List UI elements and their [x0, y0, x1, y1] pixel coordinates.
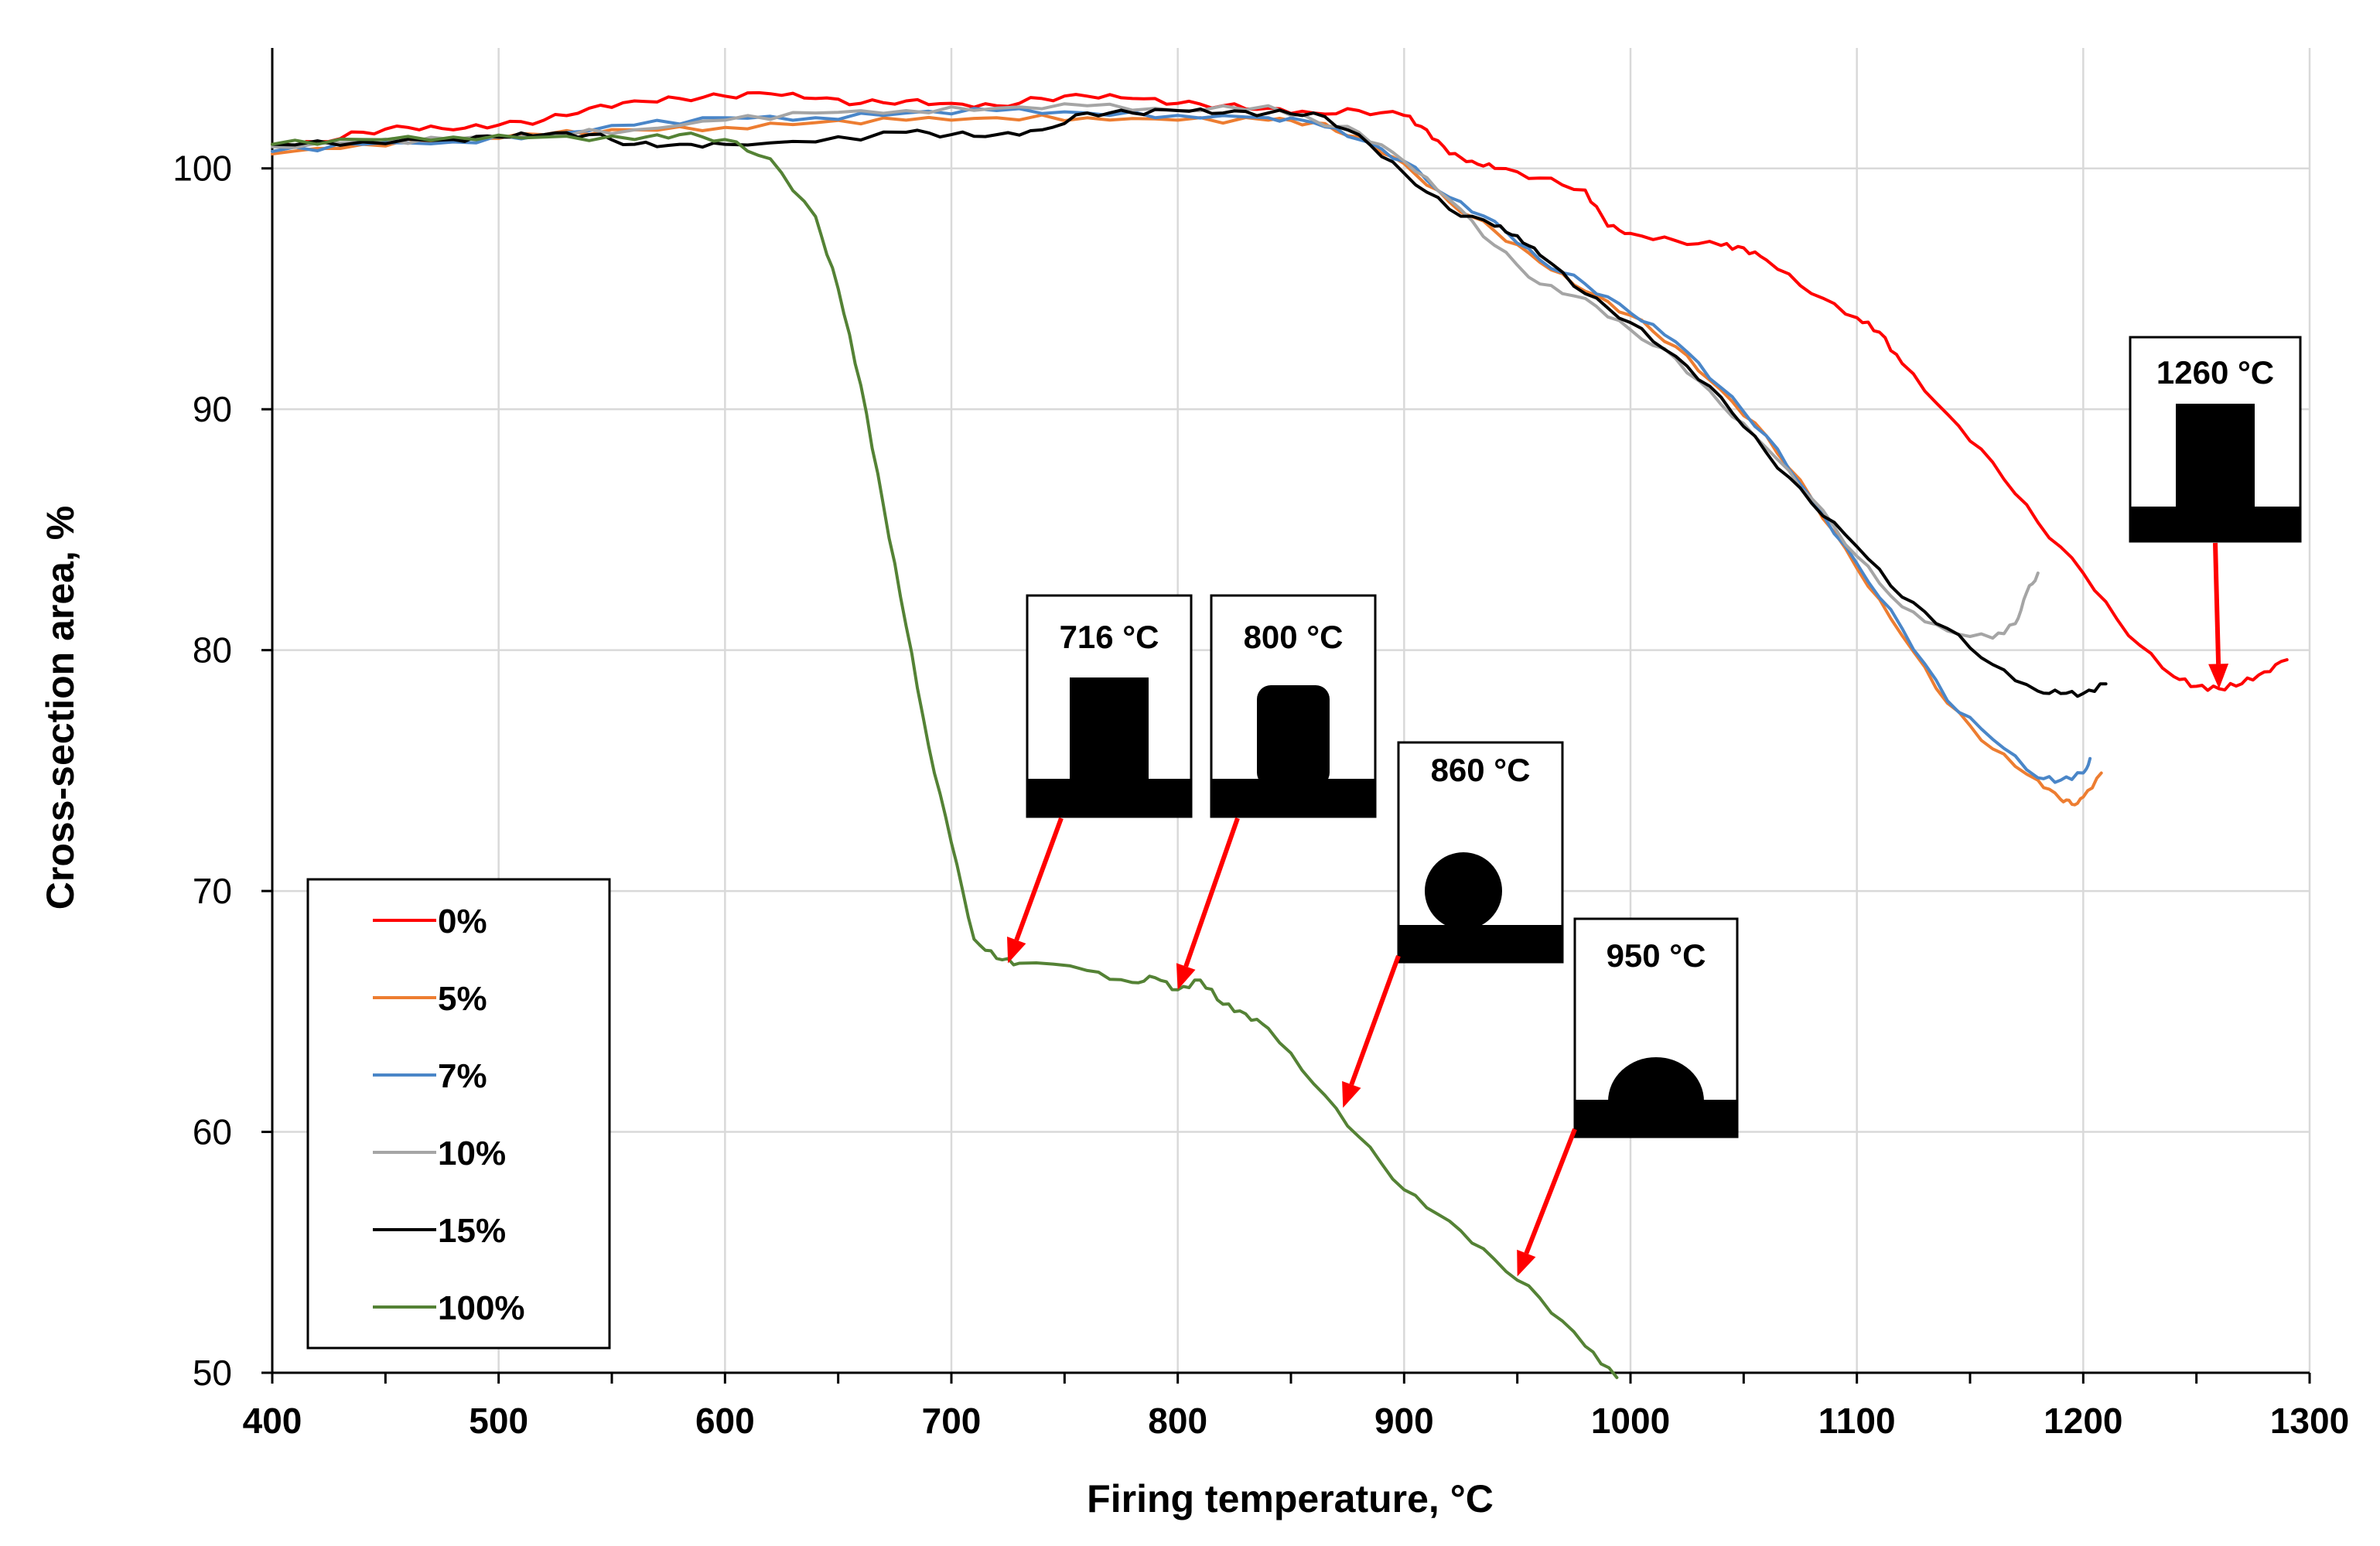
- y-tick-label: 50: [193, 1353, 232, 1393]
- annotation-arrow: [1524, 1128, 1577, 1254]
- inset-specimen: [1257, 685, 1330, 787]
- inset-specimen: [1608, 1056, 1704, 1101]
- x-axis-title: Firing temperature, °C: [1087, 1477, 1494, 1520]
- annotation-arrow: [1349, 954, 1401, 1086]
- series-line-0pct: [271, 90, 2289, 692]
- x-tick-label: 500: [469, 1401, 528, 1441]
- annotation-arrow: [2213, 542, 2221, 664]
- x-tick-label: 600: [695, 1401, 755, 1441]
- axes: [261, 48, 2311, 1384]
- legend-label: 15%: [438, 1212, 506, 1250]
- legend-box: [306, 878, 611, 1350]
- legend: 0% 5% 7% 10% 15% 100%: [306, 878, 611, 1350]
- inset-substrate: [1027, 779, 1191, 817]
- series-line-5pct: [271, 113, 2103, 807]
- inset-label: 860 °C: [1431, 752, 1531, 788]
- tick-labels: 400 500 600 700 800 900 1000 1100 1200 1300 50 60 70…: [172, 148, 2349, 1441]
- annotation-arrowhead: [1342, 1080, 1361, 1108]
- y-tick-label: 60: [193, 1112, 232, 1152]
- annotation-arrow: [1183, 817, 1240, 968]
- y-tick-label: 90: [193, 389, 232, 429]
- inset-specimen: [1070, 677, 1149, 780]
- x-tick-label: 1000: [1591, 1401, 1670, 1441]
- legend-label: 0%: [438, 903, 487, 940]
- inset-substrate: [1398, 925, 1562, 962]
- legend-label: 100%: [438, 1289, 525, 1327]
- x-tick-label: 800: [1148, 1401, 1207, 1441]
- inset-specimen: [1425, 852, 1502, 930]
- x-tick-label: 700: [922, 1401, 982, 1441]
- series-line-10pct: [271, 102, 2040, 640]
- x-tick-label: 900: [1374, 1401, 1434, 1441]
- inset-label: 1260 °C: [2156, 354, 2274, 391]
- inset-label: 800 °C: [1244, 619, 1344, 655]
- inset-substrate: [2130, 507, 2300, 541]
- y-tick-label: 80: [193, 630, 232, 671]
- annotation-arrowhead: [1517, 1249, 1536, 1277]
- legend-label: 10%: [438, 1135, 506, 1172]
- series-line-15pct: [271, 107, 2108, 698]
- y-tick-label: 70: [193, 871, 232, 911]
- legend-label: 5%: [438, 980, 487, 1018]
- annotation-arrow: [1014, 817, 1064, 941]
- y-tick-label: 100: [172, 148, 232, 189]
- y-axis-title: Cross-section area, %: [39, 506, 82, 910]
- x-tick-label: 1300: [2270, 1401, 2349, 1441]
- x-tick-label: 400: [243, 1401, 302, 1441]
- gridlines: [272, 48, 2311, 1373]
- annotation-arrowhead: [2208, 664, 2229, 689]
- inset-label: 950 °C: [1607, 937, 1706, 974]
- inset-specimen: [2176, 404, 2255, 508]
- annotation-arrowhead: [1007, 937, 1026, 964]
- x-tick-label: 1200: [2044, 1401, 2122, 1441]
- annotation-arrowhead: [1176, 963, 1196, 990]
- inset-substrate: [1575, 1100, 1737, 1137]
- image-insets: 716 °C 800 °C 860 °C 950 °C 1260 °C: [1007, 336, 2302, 1277]
- legend-label: 7%: [438, 1057, 487, 1095]
- x-tick-label: 1100: [1818, 1401, 1896, 1441]
- inset-label: 716 °C: [1060, 619, 1159, 655]
